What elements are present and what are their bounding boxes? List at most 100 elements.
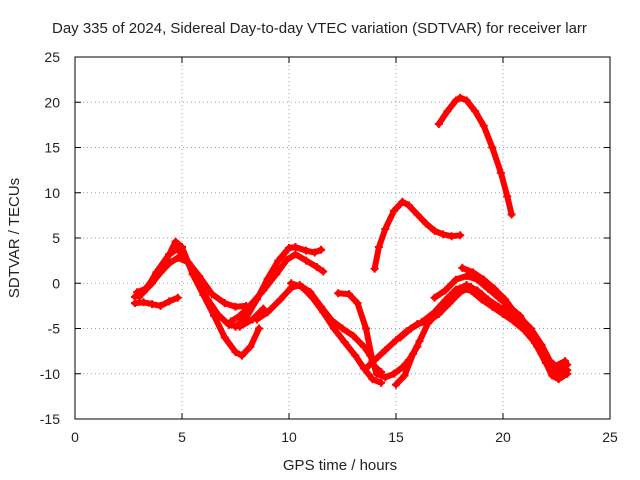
y-tick-label: -5 [48,321,61,337]
data-point [503,192,512,201]
data-point [282,255,291,264]
data-point [392,336,400,345]
data-point [451,285,460,294]
x-axis-ticks: 0 5 10 15 20 25 [71,57,618,445]
data-point [184,258,193,267]
data-point [484,295,493,304]
data-point [362,324,371,333]
data-point [214,310,223,319]
data-point [302,256,311,265]
data-point [447,232,456,241]
data-point [511,310,520,319]
data-point [554,369,563,378]
data-point [338,324,347,333]
data-point [451,275,460,284]
data-point [439,230,448,239]
data-point [255,324,264,333]
y-tick-label: -15 [40,411,60,427]
series-track [227,250,328,326]
data-point [462,281,471,290]
data-point [156,301,165,310]
chart-title: Day 335 of 2024, Sidereal Day-to-day VTE… [52,20,587,37]
series-track [130,253,251,311]
data-point [308,293,317,302]
data-point [381,373,390,382]
data-point [297,282,306,291]
data-point [546,366,555,375]
data-series [130,93,572,389]
data-point [469,268,478,277]
data-point [533,342,542,351]
data-point [488,143,497,152]
data-point [349,331,358,340]
x-tick-label: 5 [178,429,186,445]
data-point [148,300,157,309]
data-point [370,264,379,273]
data-point [479,121,488,130]
data-point [456,93,465,102]
series-line [232,244,325,330]
data-point [430,308,439,317]
series-line [228,251,327,325]
series-track [392,284,572,389]
series-track [231,243,326,331]
data-point [139,288,148,297]
data-point [231,322,240,331]
data-point [319,308,328,317]
x-tick-label: 15 [388,429,404,445]
data-point [334,289,343,298]
data-point [272,270,281,279]
data-point [259,286,268,295]
y-axis-label: SDTVAR / TECUs [6,178,23,298]
data-point [413,210,422,219]
data-point [451,96,460,105]
data-point [522,326,531,335]
data-point [490,284,499,293]
data-point [443,107,452,116]
x-tick-label: 25 [602,429,618,445]
data-point [563,366,572,375]
data-point [471,107,480,116]
data-point [400,371,409,380]
data-point [291,243,300,252]
y-tick-label: 25 [44,49,60,65]
data-point [381,346,390,355]
data-point [329,324,338,333]
data-point [319,267,328,276]
data-point [351,351,360,360]
data-point [362,364,371,373]
data-point [344,290,353,299]
data-point [396,333,405,342]
data-point [456,231,465,240]
data-point [312,262,321,271]
series-line [288,280,384,386]
data-point [389,369,398,378]
data-point [165,297,174,306]
data-point [473,286,482,295]
series-track [370,197,465,273]
data-point [441,286,450,295]
data-point [291,250,300,259]
data-point [227,317,236,326]
data-point [156,268,165,277]
data-point [389,206,398,215]
series-track [434,93,516,219]
data-point [317,245,326,254]
data-point [417,318,426,327]
y-tick-label: -10 [40,366,60,382]
data-point [173,253,182,262]
data-point [252,315,261,324]
y-tick-label: 10 [44,185,60,201]
data-point [458,263,467,272]
data-point [409,349,418,358]
data-point [404,201,413,210]
data-point [237,351,246,360]
data-point [259,304,268,313]
data-point [207,290,216,299]
series-track [130,293,182,310]
data-point [370,356,379,365]
data-point [195,272,204,281]
data-point [340,338,349,347]
data-point [430,293,439,302]
data-point [246,300,255,309]
